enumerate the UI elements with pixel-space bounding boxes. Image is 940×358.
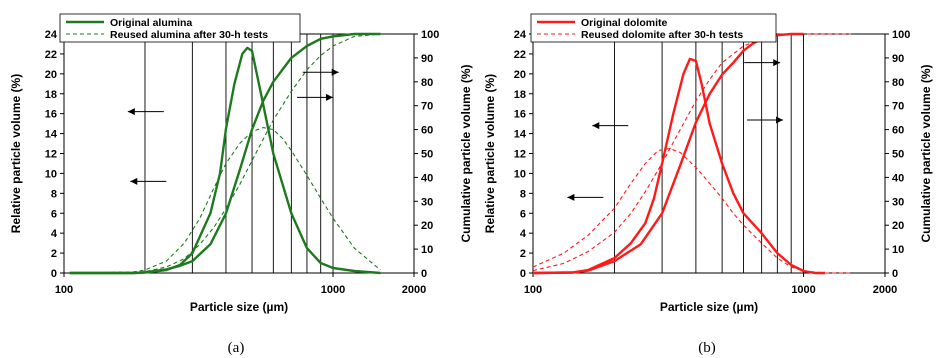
y-right-tick-label: 70 (892, 101, 904, 113)
y-right-tick-label: 40 (421, 172, 433, 184)
series-relative-reused-dolomite-after-30-h-tests (532, 147, 852, 274)
legend-entry: Reused alumina after 30-h tests (110, 29, 268, 41)
y-right-axis-label: Cumulative particle volume (%) (919, 64, 933, 242)
y-left-tick-label: 4 (520, 228, 527, 240)
y-left-tick-label: 20 (514, 69, 526, 81)
y-left-tick-label: 8 (51, 188, 57, 200)
arrow-right-2 (302, 68, 339, 76)
y-right-tick-label: 10 (421, 244, 433, 256)
y-right-tick-label: 100 (892, 29, 910, 41)
y-left-tick-label: 6 (51, 208, 57, 220)
y-right-tick-label: 90 (892, 53, 904, 65)
arrow-right-3 (297, 93, 334, 101)
y-right-tick-label: 10 (892, 244, 904, 256)
y-left-axis-label: Relative particle volume (%) (483, 74, 497, 233)
series-relative-original-alumina (69, 46, 381, 275)
y-left-tick-label: 2 (520, 248, 526, 260)
y-right-axis-label: Cumulative particle volume (%) (459, 64, 473, 242)
y-right-tick-label: 80 (421, 77, 433, 89)
y-left-tick-label: 12 (514, 149, 526, 161)
y-right-tick-label: 30 (421, 196, 433, 208)
y-left-tick-label: 18 (45, 89, 57, 101)
arrow-left-0 (127, 108, 164, 116)
x-tick-label: 100 (524, 284, 542, 296)
y-right-tick-label: 40 (892, 172, 904, 184)
y-right-tick-label: 100 (421, 29, 439, 41)
y-right-tick-label: 30 (892, 196, 904, 208)
chart-panel-a: 0246810121416182022240102030405060708090… (9, 13, 473, 314)
y-left-tick-label: 10 (45, 168, 57, 180)
y-right-tick-label: 0 (421, 268, 427, 280)
y-right-tick-label: 50 (421, 149, 433, 161)
x-tick-label: 1000 (791, 284, 815, 296)
x-tick-label: 2000 (402, 284, 426, 296)
y-left-tick-label: 22 (514, 49, 526, 61)
y-right-tick-label: 20 (892, 220, 904, 232)
legend-box (59, 13, 301, 43)
caption-b: (b) (698, 340, 716, 356)
legend-entry: Reused dolomite after 30-h tests (581, 29, 743, 41)
y-left-tick-label: 10 (514, 168, 526, 180)
y-left-tick-label: 22 (45, 49, 57, 61)
plot-frame (532, 33, 886, 274)
arrow-left-0 (592, 122, 629, 130)
y-left-tick-label: 16 (45, 109, 57, 121)
x-axis-label: Particle size (µm) (660, 300, 758, 314)
series-relative-original-dolomite (532, 57, 825, 275)
y-left-tick-label: 18 (514, 89, 526, 101)
series-cumulative-original-dolomite (532, 32, 804, 275)
y-left-tick-label: 2 (51, 248, 57, 260)
y-left-tick-label: 12 (45, 149, 57, 161)
y-right-tick-label: 80 (892, 77, 904, 89)
x-axis-label: Particle size (µm) (190, 300, 288, 314)
chart-panel-b: 0246810121416182022240102030405060708090… (483, 13, 933, 314)
y-right-tick-label: 90 (421, 53, 433, 65)
arrow-right-2 (744, 59, 781, 67)
y-left-tick-label: 8 (520, 188, 526, 200)
legend-entry: Original dolomite (581, 17, 667, 29)
y-left-tick-label: 20 (45, 69, 57, 81)
y-left-tick-label: 24 (45, 29, 58, 41)
arrow-left-1 (567, 193, 604, 201)
y-left-axis-label: Relative particle volume (%) (9, 74, 23, 233)
y-left-tick-label: 0 (51, 268, 57, 280)
x-tick-label: 1000 (321, 284, 345, 296)
caption-a: (a) (228, 340, 245, 356)
y-right-tick-label: 70 (421, 101, 433, 113)
y-right-tick-label: 50 (892, 149, 904, 161)
x-tick-label: 100 (55, 284, 73, 296)
y-left-tick-label: 6 (520, 208, 526, 220)
arrow-right-3 (747, 116, 784, 124)
series-cumulative-reused-dolomite-after-30-h-tests (532, 33, 852, 272)
series-relative-reused-alumina-after-30-h-tests (69, 127, 381, 274)
y-left-tick-label: 14 (45, 129, 58, 141)
y-left-tick-label: 24 (514, 29, 527, 41)
legend-entry: Original alumina (110, 17, 192, 29)
y-right-tick-label: 0 (892, 268, 898, 280)
series-cumulative-original-alumina (69, 32, 381, 275)
y-left-tick-label: 14 (514, 129, 527, 141)
y-right-tick-label: 60 (421, 125, 433, 137)
y-left-tick-label: 16 (514, 109, 526, 121)
series-cumulative-reused-alumina-after-30-h-tests (69, 33, 381, 274)
y-left-tick-label: 4 (51, 228, 58, 240)
x-tick-label: 2000 (873, 284, 897, 296)
y-right-tick-label: 20 (421, 220, 433, 232)
y-left-tick-label: 0 (520, 268, 526, 280)
y-right-tick-label: 60 (892, 125, 904, 137)
legend-box (530, 13, 777, 43)
arrow-left-1 (130, 177, 167, 185)
